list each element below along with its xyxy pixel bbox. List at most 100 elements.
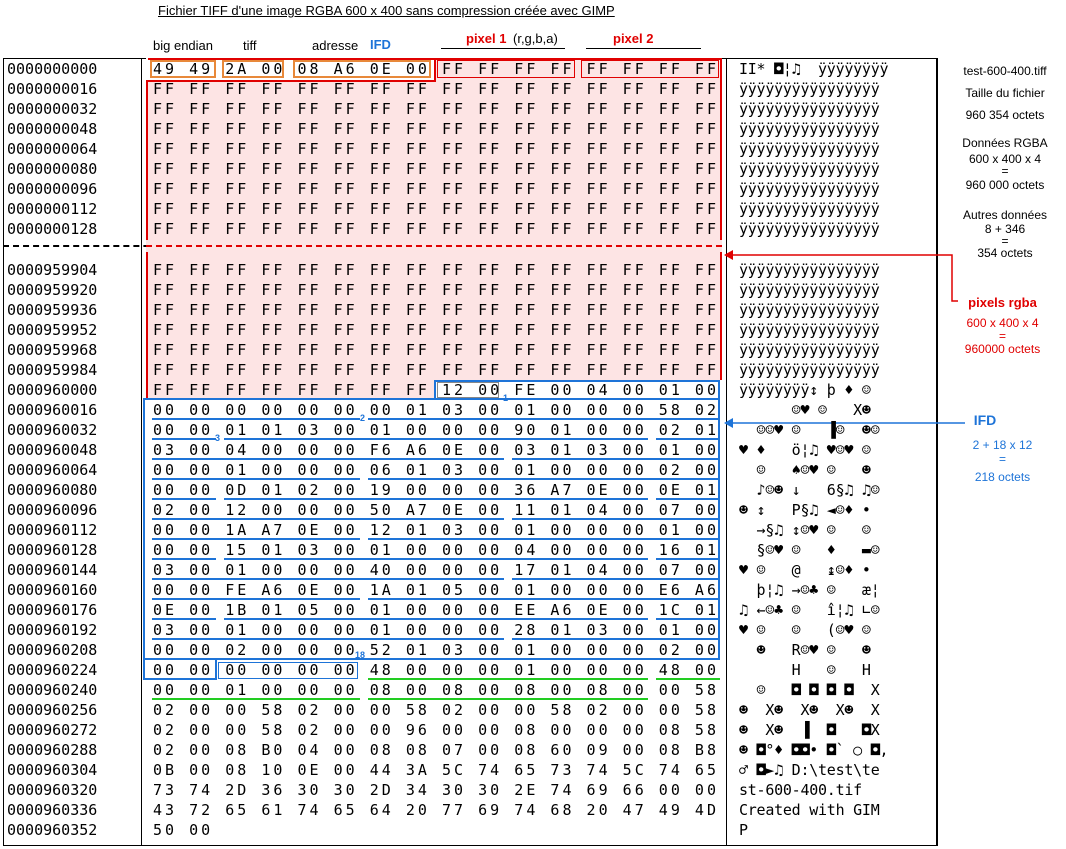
entry-underline bbox=[368, 698, 648, 700]
ifd-eq: = bbox=[998, 452, 1006, 466]
offset-cell: 0000960192 bbox=[7, 621, 98, 639]
offset-cell: 0000000000 bbox=[7, 60, 98, 78]
rgba-label: Données RGBA bbox=[962, 136, 1048, 150]
ascii-text: ☻ X☻ X☻ X☻ X bbox=[739, 701, 880, 719]
hex-bytes: 00 00 0D 01 02 00 19 00 00 00 36 A7 0E 0… bbox=[153, 481, 719, 499]
ascii-text: ÿÿÿÿÿÿÿÿÿÿÿÿÿÿÿÿ bbox=[739, 180, 880, 198]
header-pixel2: pixel 2 bbox=[613, 31, 654, 46]
ifd-address-box bbox=[293, 60, 431, 78]
hex-bytes: 0E 00 1B 01 05 00 01 00 00 00 EE A6 0E 0… bbox=[153, 601, 719, 619]
offset-cell: 0000000128 bbox=[7, 220, 98, 238]
hex-bytes: 00 00 00 00 00 00 00 01 03 00 01 00 00 0… bbox=[153, 401, 719, 419]
offset-cell: 0000960224 bbox=[7, 661, 98, 679]
hex-bytes: 02 00 00 58 02 00 00 96 00 00 08 00 00 0… bbox=[153, 721, 719, 739]
entry-underline bbox=[368, 598, 720, 600]
ascii-text: ♥ ♦ ö¦♫ ♥☺♥ ☺ bbox=[739, 441, 880, 459]
offset-cell: 0000960096 bbox=[7, 501, 98, 519]
offset-cell: 0000960288 bbox=[7, 741, 98, 759]
big-endian-box bbox=[150, 60, 216, 78]
offset-cell: 0000960064 bbox=[7, 461, 98, 479]
other-data-eq: = bbox=[1001, 234, 1009, 248]
offset-cell: 0000960032 bbox=[7, 421, 98, 439]
next-ifd-box bbox=[218, 662, 358, 679]
ascii-text: st-600-400.tif bbox=[739, 781, 880, 799]
pixel2-header-line bbox=[586, 48, 701, 49]
offset-cell: 0000960256 bbox=[7, 701, 98, 719]
offset-cell: 0000000032 bbox=[7, 100, 98, 118]
pixels-top-edge bbox=[146, 58, 436, 60]
ascii-text: ♥ ☺ ☺ (☺♥ ☺ bbox=[739, 621, 880, 639]
header-bytes-bg bbox=[146, 58, 436, 80]
entry-underline bbox=[656, 498, 720, 500]
offset-cell: 0000959904 bbox=[7, 261, 98, 279]
page-title: Fichier TIFF d'une image RGBA 600 x 400 … bbox=[158, 3, 615, 18]
offset-cell: 0000960336 bbox=[7, 801, 98, 819]
entry-underline bbox=[368, 478, 720, 480]
pixels-rgba-value: 960000 octets bbox=[964, 342, 1041, 356]
hex-bytes: FF FF FF FF FF FF FF FF FF FF FF FF FF F… bbox=[153, 200, 719, 218]
pixels-rgba-label: pixels rgba bbox=[968, 295, 1037, 310]
hex-bytes: FF FF FF FF FF FF FF FF FF FF FF FF FF F… bbox=[153, 341, 719, 359]
offset-divider bbox=[141, 58, 142, 846]
ifd-mark-2: 2 bbox=[360, 413, 366, 423]
header-big-endian: big endian bbox=[153, 38, 213, 53]
entry-underline bbox=[152, 538, 360, 540]
ascii-text: ÿÿÿÿÿÿÿÿÿÿÿÿÿÿÿÿ bbox=[739, 160, 880, 178]
hex-bytes: 03 00 04 00 00 00 F6 A6 0E 00 03 01 03 0… bbox=[153, 441, 719, 459]
ascii-text: ♥ ☺ @ ↨☺♦ • bbox=[739, 561, 880, 579]
rgba-formula: 600 x 400 x 4 bbox=[968, 152, 1042, 166]
hex-bytes: 73 74 2D 36 30 30 2D 34 30 30 2E 74 69 6… bbox=[153, 781, 719, 799]
ascii-text: ÿÿÿÿÿÿÿÿÿÿÿÿÿÿÿÿ bbox=[739, 220, 880, 238]
ascii-text: Created with GIM bbox=[739, 801, 880, 819]
entry-underline bbox=[152, 618, 216, 620]
hex-bytes: 50 00 bbox=[153, 821, 214, 839]
ascii-text: §☺♥ ☺ ♦ ▬☺ bbox=[739, 541, 880, 559]
hex-bytes: 49 49 2A 00 08 A6 0E 00 FF FF FF FF FF F… bbox=[153, 60, 719, 78]
ifd-arrow-icon bbox=[724, 418, 965, 428]
ifd-mark-1: 1 bbox=[503, 393, 509, 403]
offset-cell: 0000960000 bbox=[7, 381, 98, 399]
entry-underline bbox=[152, 578, 504, 580]
offset-cell: 0000960352 bbox=[7, 821, 98, 839]
hex-bytes: FF FF FF FF FF FF FF FF FF FF FF FF FF F… bbox=[153, 120, 719, 138]
offset-cell: 0000000048 bbox=[7, 120, 98, 138]
ascii-text: ♫ ←☺♣ ☺ î¦♫ ∟☺ bbox=[739, 601, 880, 619]
ascii-text: ÿÿÿÿÿÿÿÿÿÿÿÿÿÿÿÿ bbox=[739, 140, 880, 158]
entry-underline bbox=[152, 638, 504, 640]
offset-cell: 0000960160 bbox=[7, 581, 98, 599]
other-data-formula: 8 + 346 bbox=[984, 222, 1026, 236]
entry-underline bbox=[512, 638, 720, 640]
entry-underline bbox=[512, 458, 720, 460]
offset-cell: 0000959936 bbox=[7, 301, 98, 319]
hex-bytes: 00 00 01 01 03 00 01 00 00 00 90 01 00 0… bbox=[153, 421, 719, 439]
offset-cell: 0000000016 bbox=[7, 80, 98, 98]
entry-underline bbox=[152, 498, 216, 500]
offset-cell: 0000960048 bbox=[7, 441, 98, 459]
ifd-formula: 2 + 18 x 12 bbox=[972, 438, 1033, 452]
hex-bytes: FF FF FF FF FF FF FF FF FF FF FF FF FF F… bbox=[153, 100, 719, 118]
hex-bytes: 00 00 FE A6 0E 00 1A 01 05 00 01 00 00 0… bbox=[153, 581, 719, 599]
hex-bytes: FF FF FF FF FF FF FF FF FF FF FF FF FF F… bbox=[153, 361, 719, 379]
ascii-text: ☻ R☺♥ ☺ ☻ bbox=[739, 641, 880, 659]
offset-cell: 0000959952 bbox=[7, 321, 98, 339]
ifd-top-box bbox=[434, 380, 720, 400]
hex-bytes: FF FF FF FF FF FF FF FF FF FF FF FF FF F… bbox=[153, 301, 719, 319]
entry-underline bbox=[512, 518, 720, 520]
hex-bytes: 02 00 08 B0 04 00 08 08 07 00 08 60 09 0… bbox=[153, 741, 719, 759]
header-pixel1: pixel 1 bbox=[466, 31, 507, 46]
offset-cell: 0000960144 bbox=[7, 561, 98, 579]
offset-cell: 0000000112 bbox=[7, 200, 98, 218]
entry-underline bbox=[224, 618, 648, 620]
entry-underline bbox=[656, 618, 720, 620]
rgba-eq: = bbox=[1001, 164, 1009, 178]
entry-underline bbox=[368, 658, 720, 660]
entry-underline bbox=[368, 418, 720, 420]
hex-bytes: 02 00 00 58 02 00 00 58 02 00 00 58 02 0… bbox=[153, 701, 719, 719]
pixels-arrow-icon bbox=[724, 250, 958, 302]
ascii-text: ÿÿÿÿÿÿÿÿÿÿÿÿÿÿÿÿ bbox=[739, 261, 880, 279]
hex-bytes: FF FF FF FF FF FF FF FF FF FF FF FF FF F… bbox=[153, 180, 719, 198]
pixel1-box bbox=[437, 60, 575, 78]
offset-cell: 0000000064 bbox=[7, 140, 98, 158]
pixels-inner-vedge bbox=[434, 58, 436, 82]
other-data-label: Autres données bbox=[962, 208, 1048, 222]
